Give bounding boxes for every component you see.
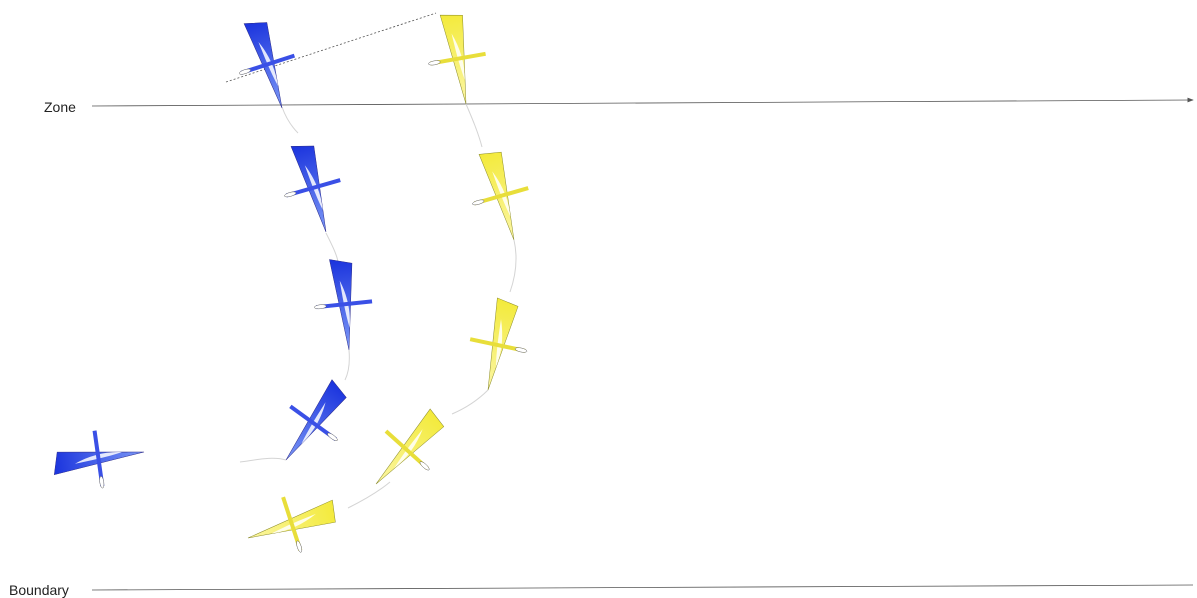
yellow-boat-sail	[492, 171, 511, 217]
overlap-connector-line	[225, 12, 437, 83]
blue-boat-1	[239, 22, 296, 109]
boundary-label: Boundary	[9, 582, 69, 598]
blue-boat-track	[239, 106, 350, 463]
yellow-boat-track	[347, 103, 517, 509]
blue-boat-oars	[285, 178, 341, 198]
yellow-boat-2	[472, 151, 529, 241]
blue-boat-oar-blade	[314, 304, 327, 310]
yellow-boat-1	[428, 14, 486, 105]
blue-boat-oars	[316, 299, 373, 310]
blue-boat-5	[53, 430, 145, 489]
yellow-boat-oars	[281, 496, 303, 552]
blue-boat-oar-blade	[284, 191, 297, 198]
blue-boat-2	[284, 145, 341, 233]
yellow-boat-oar-blade	[419, 461, 430, 471]
blue-boat-3	[314, 259, 373, 351]
blue-boat-oars	[92, 430, 105, 487]
blue-boat-oars	[289, 404, 337, 441]
yellow-boat-oar-blade	[514, 347, 528, 353]
yellow-boat-oars	[473, 186, 529, 206]
yellow-boat-oar-blade	[296, 540, 303, 553]
zone-label: Zone	[44, 99, 76, 115]
blue-boat-oar-blade	[239, 68, 251, 75]
blue-boat-oar-blade	[327, 432, 338, 441]
boundary-line-group: Boundary	[9, 582, 1194, 598]
blue-boat-4	[285, 379, 347, 461]
yellow-boat-oars	[469, 337, 526, 353]
yellow-boat-oar-blade	[472, 199, 485, 206]
yellow-boat-sail	[394, 429, 423, 469]
blue-boat-oar-blade	[99, 476, 105, 489]
boundary-line	[91, 584, 1194, 591]
zone-line-group: Zone	[44, 97, 1194, 115]
yellow-boat-sail	[495, 319, 503, 368]
zone-line	[91, 97, 1194, 107]
yellow-boat-5	[247, 496, 336, 553]
yellow-boat-3	[469, 297, 528, 391]
yellow-boat-oar-blade	[428, 60, 441, 66]
yellow-boat-4	[375, 408, 445, 485]
yellow-boat-oars	[384, 429, 429, 471]
yellow-boat-oars	[430, 51, 486, 66]
blue-boat-oars	[240, 53, 296, 75]
